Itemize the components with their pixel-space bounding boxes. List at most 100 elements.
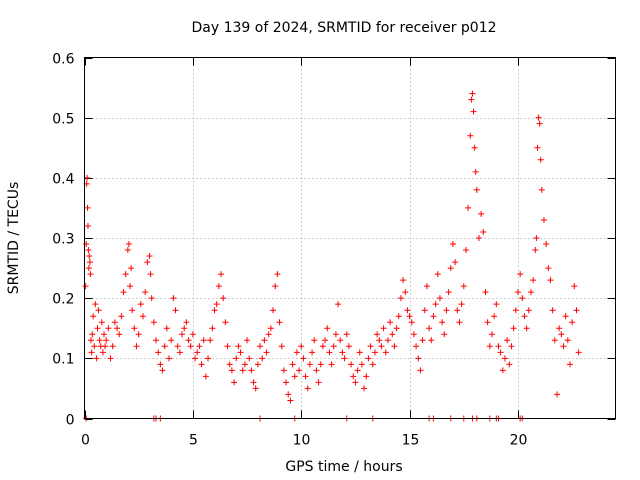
data-point (406, 313, 413, 320)
data-point (482, 289, 489, 296)
data-point (543, 241, 550, 248)
y-tick-label: 0.6 (52, 52, 74, 68)
data-point (564, 337, 571, 344)
axis-ticks (84, 57, 616, 420)
y-tick-label: 0.5 (52, 112, 74, 128)
data-point (84, 204, 91, 211)
data-point (536, 120, 543, 127)
data-point (535, 114, 542, 121)
data-point (96, 337, 103, 344)
data-point (471, 144, 478, 151)
data-point (246, 355, 253, 362)
data-point (447, 265, 454, 272)
data-point (324, 325, 331, 332)
data-point (573, 307, 580, 314)
data-point (315, 379, 322, 386)
data-point (309, 349, 316, 356)
data-point (423, 283, 430, 290)
data-point (215, 283, 222, 290)
data-point (211, 307, 218, 314)
data-point (387, 319, 394, 326)
data-point (350, 373, 357, 380)
data-point (480, 228, 487, 235)
data-point (224, 343, 231, 350)
data-point (90, 313, 97, 320)
data-point (326, 349, 333, 356)
data-point (523, 325, 530, 332)
data-point (239, 367, 246, 374)
data-point (439, 319, 446, 326)
x-tick-labels: 0 5 10 15 20 (81, 433, 527, 449)
data-point (267, 325, 274, 332)
data-point (137, 301, 144, 308)
data-point (428, 337, 435, 344)
data-point (170, 295, 177, 302)
data-point (410, 331, 417, 338)
data-point (358, 361, 365, 368)
data-point (125, 241, 132, 248)
data-point (465, 204, 472, 211)
data-point (285, 391, 292, 398)
data-point (382, 349, 389, 356)
data-point (436, 295, 443, 302)
y-tick-label: 0.1 (52, 352, 74, 368)
data-point (153, 337, 160, 344)
data-point (127, 283, 134, 290)
data-point (514, 289, 521, 296)
data-point (99, 349, 106, 356)
data-point (291, 373, 298, 380)
data-point (296, 367, 303, 374)
data-point (289, 361, 296, 368)
data-point (506, 361, 513, 368)
data-point (114, 325, 121, 332)
data-point (86, 259, 93, 266)
y-tick-labels: 0 0.1 0.2 0.3 0.4 0.5 0.6 (52, 52, 74, 429)
data-point (458, 301, 465, 308)
data-point (176, 349, 183, 356)
data-point (421, 307, 428, 314)
data-point (147, 271, 154, 278)
data-point (250, 379, 257, 386)
data-point (538, 186, 545, 193)
data-point (491, 313, 498, 320)
data-point (454, 307, 461, 314)
data-point (501, 355, 508, 362)
data-point (101, 331, 108, 338)
data-point (254, 361, 261, 368)
data-point (510, 325, 517, 332)
data-point (187, 343, 194, 350)
data-point (470, 108, 477, 115)
data-point (122, 271, 129, 278)
data-point (441, 331, 448, 338)
data-point (228, 367, 235, 374)
data-point (220, 295, 227, 302)
data-point (380, 325, 387, 332)
data-point (85, 265, 92, 272)
data-point (111, 319, 118, 326)
data-point (198, 361, 205, 368)
data-point (391, 343, 398, 350)
data-point (257, 343, 264, 350)
data-point (551, 337, 558, 344)
data-point (311, 337, 318, 344)
data-point (179, 331, 186, 338)
data-point (88, 349, 95, 356)
data-point (426, 325, 433, 332)
data-point (189, 331, 196, 338)
data-point (319, 343, 326, 350)
data-point (276, 319, 283, 326)
data-point (248, 367, 255, 374)
data-point (517, 271, 524, 278)
data-point (462, 247, 469, 254)
data-point (218, 271, 225, 278)
data-point (571, 283, 578, 290)
data-point (241, 361, 248, 368)
data-point (339, 349, 346, 356)
data-point (569, 319, 576, 326)
data-point (263, 349, 270, 356)
data-point (486, 343, 493, 350)
data-point (261, 337, 268, 344)
data-point (430, 313, 437, 320)
data-point (467, 132, 474, 139)
data-point (103, 337, 110, 344)
